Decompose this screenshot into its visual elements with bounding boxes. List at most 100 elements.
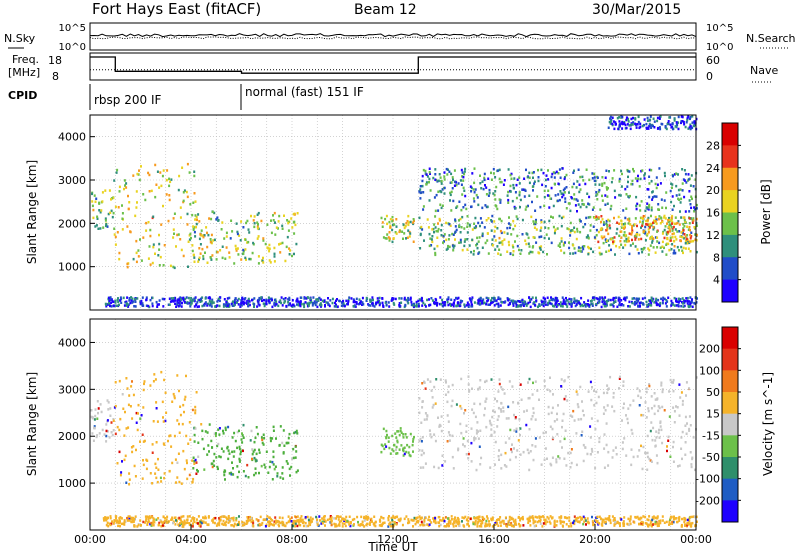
data-point bbox=[274, 516, 277, 519]
data-point bbox=[444, 393, 447, 396]
data-point bbox=[181, 166, 184, 169]
data-point bbox=[230, 473, 233, 476]
data-point bbox=[665, 299, 668, 302]
data-point bbox=[452, 304, 455, 308]
data-point bbox=[542, 250, 545, 254]
data-point bbox=[562, 300, 565, 304]
data-point bbox=[641, 297, 644, 300]
data-point bbox=[562, 302, 565, 305]
data-point bbox=[514, 518, 517, 522]
nave-tick-bottom: 0 bbox=[706, 70, 713, 83]
data-point bbox=[644, 232, 647, 235]
data-point bbox=[211, 446, 214, 449]
data-point bbox=[572, 182, 575, 186]
data-point bbox=[264, 518, 267, 521]
data-point bbox=[586, 303, 589, 306]
data-point bbox=[567, 202, 570, 205]
data-point bbox=[529, 305, 532, 309]
data-point bbox=[650, 208, 653, 212]
data-point bbox=[189, 203, 192, 206]
data-point bbox=[128, 299, 131, 302]
data-point bbox=[469, 517, 472, 521]
data-point bbox=[401, 230, 404, 233]
data-point bbox=[558, 214, 561, 218]
data-point bbox=[316, 298, 319, 301]
data-point bbox=[124, 184, 126, 187]
data-point bbox=[617, 299, 620, 302]
data-point bbox=[579, 246, 582, 250]
data-point bbox=[463, 172, 466, 176]
data-point bbox=[506, 232, 509, 235]
data-point bbox=[527, 236, 530, 240]
data-point bbox=[421, 179, 424, 183]
data-point bbox=[512, 219, 515, 223]
data-point bbox=[377, 301, 380, 304]
data-point bbox=[230, 302, 233, 306]
data-point bbox=[91, 432, 94, 435]
data-point bbox=[528, 181, 531, 185]
data-point bbox=[655, 195, 658, 198]
data-point bbox=[242, 436, 245, 439]
data-point bbox=[434, 516, 437, 520]
data-point bbox=[97, 411, 99, 415]
data-point bbox=[288, 432, 291, 436]
data-point bbox=[684, 518, 687, 522]
data-point bbox=[661, 405, 664, 409]
data-point bbox=[687, 127, 690, 130]
data-point bbox=[601, 182, 604, 186]
data-point bbox=[145, 467, 148, 471]
data-point bbox=[197, 470, 199, 473]
data-point bbox=[636, 300, 639, 304]
data-point bbox=[517, 300, 520, 303]
data-point bbox=[620, 115, 623, 118]
data-point bbox=[598, 515, 601, 519]
data-point bbox=[679, 188, 682, 191]
data-point bbox=[101, 200, 104, 203]
data-point bbox=[649, 459, 652, 462]
data-point bbox=[404, 304, 407, 307]
data-point bbox=[273, 211, 276, 215]
data-point bbox=[591, 450, 594, 453]
data-point bbox=[640, 216, 643, 220]
data-point bbox=[409, 296, 412, 300]
data-point bbox=[560, 515, 563, 518]
freq-label-bottom: [MHz] bbox=[8, 66, 40, 79]
data-point bbox=[202, 520, 205, 524]
data-point bbox=[461, 215, 464, 219]
data-point bbox=[612, 242, 615, 245]
data-point bbox=[315, 298, 318, 301]
data-point bbox=[647, 518, 650, 522]
data-point bbox=[563, 457, 566, 460]
data-point bbox=[376, 297, 379, 300]
data-point bbox=[238, 457, 241, 461]
data-point bbox=[198, 237, 201, 241]
data-point bbox=[609, 207, 612, 211]
data-point bbox=[158, 242, 161, 246]
data-point bbox=[668, 216, 670, 220]
data-point bbox=[343, 304, 346, 308]
data-point bbox=[448, 433, 451, 437]
data-point bbox=[511, 244, 514, 247]
data-point bbox=[677, 127, 680, 131]
data-point bbox=[540, 463, 543, 466]
data-point bbox=[407, 221, 410, 224]
data-point bbox=[602, 223, 605, 226]
data-point bbox=[142, 304, 145, 307]
data-point bbox=[669, 517, 672, 520]
data-point bbox=[677, 301, 680, 304]
data-point bbox=[105, 434, 108, 438]
data-point bbox=[237, 303, 240, 306]
data-point bbox=[512, 299, 514, 303]
data-point bbox=[489, 523, 491, 526]
data-point bbox=[637, 177, 640, 181]
data-point bbox=[631, 229, 634, 232]
data-point bbox=[209, 256, 212, 259]
data-point bbox=[391, 219, 394, 223]
data-point bbox=[450, 515, 453, 518]
data-point bbox=[577, 203, 580, 206]
data-point bbox=[311, 517, 314, 521]
data-point bbox=[685, 432, 688, 435]
data-point bbox=[576, 393, 579, 396]
data-point bbox=[525, 423, 528, 427]
data-point bbox=[686, 119, 689, 122]
